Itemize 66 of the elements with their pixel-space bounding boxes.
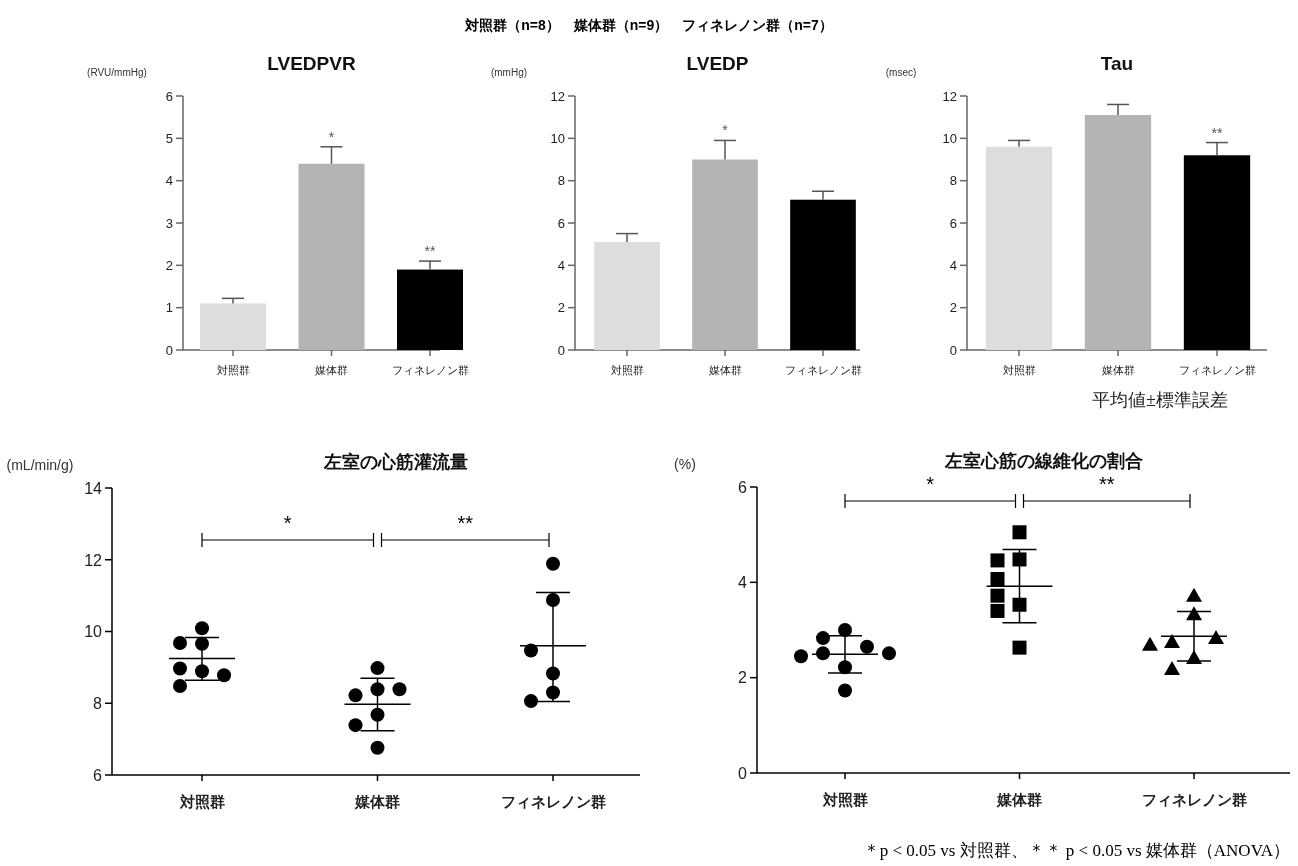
y-tick-label: 10	[550, 131, 565, 147]
annotation: **	[1211, 124, 1223, 141]
x-tick-label: 媒体群	[708, 364, 742, 376]
x-tick-label: 媒体群	[996, 791, 1042, 808]
x-tick-label: フィネレノン群	[784, 364, 862, 376]
chart-title: 左室の心筋灌流量	[323, 452, 468, 472]
y-tick-label: 3	[165, 215, 173, 231]
y-tick-label: 8	[949, 173, 957, 189]
y-tick-label: 8	[557, 173, 565, 189]
x-tick-label: フィネレノン群	[1141, 791, 1247, 808]
y-tick-label: 6	[557, 215, 565, 231]
x-tick-label: 媒体群	[1101, 364, 1135, 376]
x-tick-label: 対照群	[178, 793, 225, 810]
text: 対照群（n=8） 媒体群（n=9） フィネレノン群（n=7）	[464, 17, 833, 33]
x-tick-label: フィネレノン群	[1178, 364, 1256, 376]
annotation: *	[722, 122, 729, 139]
y-tick-label: 6	[949, 215, 957, 231]
y-tick-label: 14	[84, 479, 103, 497]
text: ＊p < 0.05 vs 対照群、＊＊ p < 0.05 vs 媒体群（ANOVA）	[862, 841, 1290, 860]
y-tick-label: 12	[550, 88, 565, 104]
x-tick-label: 媒体群	[315, 364, 348, 376]
chart-title: LVEDPVR	[267, 53, 356, 74]
chart-title: 左室心筋の線維化の割合	[943, 451, 1143, 471]
annotation: **	[457, 512, 474, 534]
annotation: **	[424, 243, 436, 260]
y-tick-label: 6	[93, 766, 103, 784]
y-tick-label: 6	[165, 88, 173, 104]
x-tick-label: 対照群	[216, 364, 250, 376]
x-tick-label: フィネレノン群	[500, 793, 606, 810]
text: 平均値±標準誤差	[1092, 390, 1228, 410]
x-tick-label: フィネレノン群	[391, 364, 469, 376]
y-tick-label: 4	[557, 258, 565, 274]
x-tick-label: 対照群	[610, 364, 644, 376]
annotation: **	[1098, 473, 1115, 495]
y-tick-label: 10	[942, 131, 957, 147]
y-axis-title: (mL/min/g)	[6, 457, 74, 473]
annotation: *	[926, 473, 935, 495]
x-tick-label: 媒体群	[354, 793, 400, 810]
y-axis-title: (msec)	[885, 67, 917, 78]
y-tick-label: 2	[165, 258, 173, 274]
y-tick-label: 4	[949, 258, 957, 274]
x-tick-label: 対照群	[821, 791, 868, 808]
y-tick-label: 12	[84, 551, 103, 569]
y-tick-label: 6	[738, 478, 748, 496]
y-tick-label: 2	[949, 300, 957, 316]
annotation: *	[283, 512, 292, 534]
chart-title: Tau	[1100, 53, 1134, 74]
y-axis-title: (%)	[674, 456, 696, 472]
y-axis-title: (RVU/mmHg)	[87, 67, 147, 78]
y-tick-label: 4	[165, 173, 173, 189]
y-tick-label: 10	[84, 623, 103, 641]
y-tick-label: 0	[165, 342, 173, 358]
chart-title: LVEDP	[686, 53, 749, 74]
y-tick-label: 8	[93, 695, 103, 713]
y-tick-label: 1	[165, 300, 173, 316]
y-tick-label: 0	[557, 342, 565, 358]
annotation: *	[328, 128, 335, 145]
y-tick-label: 0	[738, 764, 748, 782]
y-tick-label: 5	[165, 131, 173, 147]
y-tick-label: 0	[949, 342, 957, 358]
x-tick-label: 対照群	[1002, 364, 1036, 376]
y-axis-title: (mmHg)	[490, 67, 528, 78]
y-tick-label: 2	[738, 669, 748, 687]
y-tick-label: 12	[942, 88, 957, 104]
y-tick-label: 4	[738, 574, 748, 592]
y-tick-label: 2	[557, 300, 565, 316]
